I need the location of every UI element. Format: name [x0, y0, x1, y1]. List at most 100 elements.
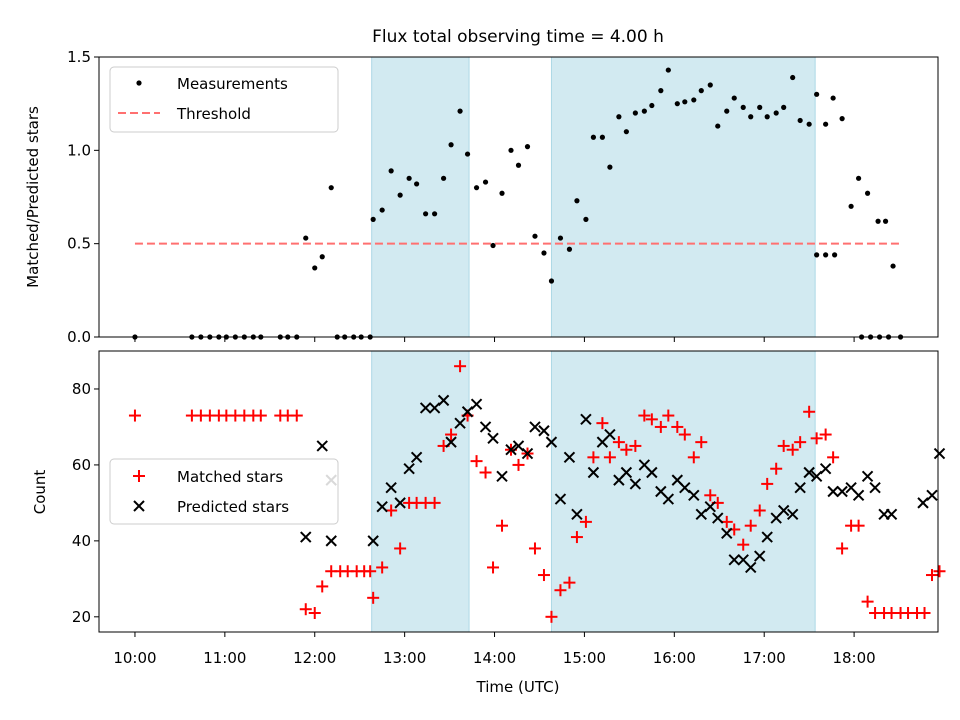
measurement-point [607, 164, 613, 170]
top-legend: Measurements Threshold [109, 66, 339, 133]
matched-point [678, 428, 691, 441]
matched-point [364, 565, 377, 578]
measurement-point [541, 250, 547, 256]
predicted-point [827, 485, 839, 498]
y-tick-label: 80 [72, 380, 91, 398]
measurement-point [312, 265, 318, 271]
legend-measurements-label: Measurements [177, 75, 288, 93]
x-tick-label: 14:00 [473, 649, 516, 667]
predicted-point [646, 466, 658, 479]
measurement-point [848, 203, 854, 209]
measurement-point [524, 144, 531, 150]
matched-point [512, 458, 525, 471]
predicted-point [487, 432, 499, 445]
predicted-point [754, 550, 766, 562]
predicted-point [554, 493, 567, 505]
top-panel: 0.0 0.5 1.0 1.5 Matched/Predicted stars Mea… [24, 48, 939, 346]
y-tick-label: 20 [72, 608, 91, 626]
measurement-point [464, 151, 471, 157]
predicted-point [367, 535, 379, 547]
matched-point [819, 428, 832, 441]
measurement-point [583, 216, 589, 222]
measurement-point [665, 67, 671, 73]
matched-point [487, 561, 500, 574]
matched-point [671, 420, 684, 433]
predicted-point [325, 535, 337, 547]
x-tick-label: 17:00 [743, 649, 786, 667]
predicted-point [786, 508, 799, 520]
measurement-point [508, 147, 514, 153]
predicted-point [445, 436, 457, 448]
matched-point [629, 439, 642, 452]
measurement-point [724, 108, 730, 114]
bottom-panel: 20 40 60 80 10:00 11:00 12:00 13:00 14:00 15:00 1… [31, 337, 946, 696]
measurement-point [448, 142, 454, 148]
predicted-point [712, 512, 724, 524]
measurement-point [806, 121, 812, 127]
predicted-point [803, 466, 815, 479]
predicted-point [852, 489, 865, 502]
measurement-point [658, 88, 664, 94]
measurement-point [649, 102, 655, 109]
predicted-point [496, 470, 508, 483]
predicted-point [300, 531, 312, 543]
predicted-point [620, 466, 633, 479]
measurement-point [397, 192, 403, 198]
measurement-point [830, 95, 836, 101]
predicted-point [721, 527, 733, 539]
shaded-interval [550, 56, 816, 338]
measurement-point [457, 108, 463, 114]
matched-point [596, 417, 609, 430]
measurement-point [473, 185, 480, 191]
measurement-point [548, 278, 555, 284]
matched-point [695, 436, 708, 449]
matched-point [445, 428, 458, 441]
measurement-point [773, 110, 779, 116]
matched-point [479, 466, 492, 479]
measurement-point [674, 101, 680, 107]
matched-point [704, 489, 717, 502]
matched-point [316, 580, 329, 593]
measurement-point [839, 116, 845, 122]
matched-point [454, 360, 467, 373]
predicted-point [777, 504, 790, 517]
measurement-point [303, 235, 309, 241]
measurement-point [490, 242, 496, 249]
measurement-point [574, 198, 580, 204]
matched-point [308, 607, 321, 620]
measurement-point [423, 211, 429, 217]
matched-point [645, 413, 658, 426]
matched-point [753, 504, 766, 517]
matched-point [290, 409, 303, 422]
matched-point [570, 531, 583, 544]
legend-matched-marker [133, 470, 145, 482]
matched-point [470, 455, 483, 468]
measurement-point [814, 91, 820, 97]
predicted-point [836, 485, 848, 498]
shaded-interval [550, 350, 816, 633]
predicted-point [629, 478, 642, 490]
predicted-point [479, 421, 492, 433]
measurement-point [790, 74, 796, 81]
predicted-point [580, 413, 592, 426]
x-tick-label: 18:00 [832, 649, 875, 667]
matched-point [737, 538, 750, 551]
matched-point [579, 515, 592, 528]
predicted-point [419, 402, 432, 414]
predicted-point [376, 500, 388, 513]
bottom-x-axis-label: Time (UTC) [476, 678, 560, 696]
predicted-point [861, 470, 874, 483]
matched-point [926, 569, 939, 582]
predicted-point [885, 508, 898, 520]
legend-threshold-label: Threshold [176, 105, 251, 123]
measurement-point [698, 88, 704, 94]
measurement-point [882, 218, 889, 224]
y-tick-label: 1.5 [67, 48, 91, 66]
predicted-point [869, 481, 881, 494]
matched-point [786, 443, 799, 456]
measurement-point [691, 97, 697, 103]
matched-point [918, 607, 931, 620]
measurement-point [707, 82, 713, 88]
matched-point [612, 436, 625, 449]
